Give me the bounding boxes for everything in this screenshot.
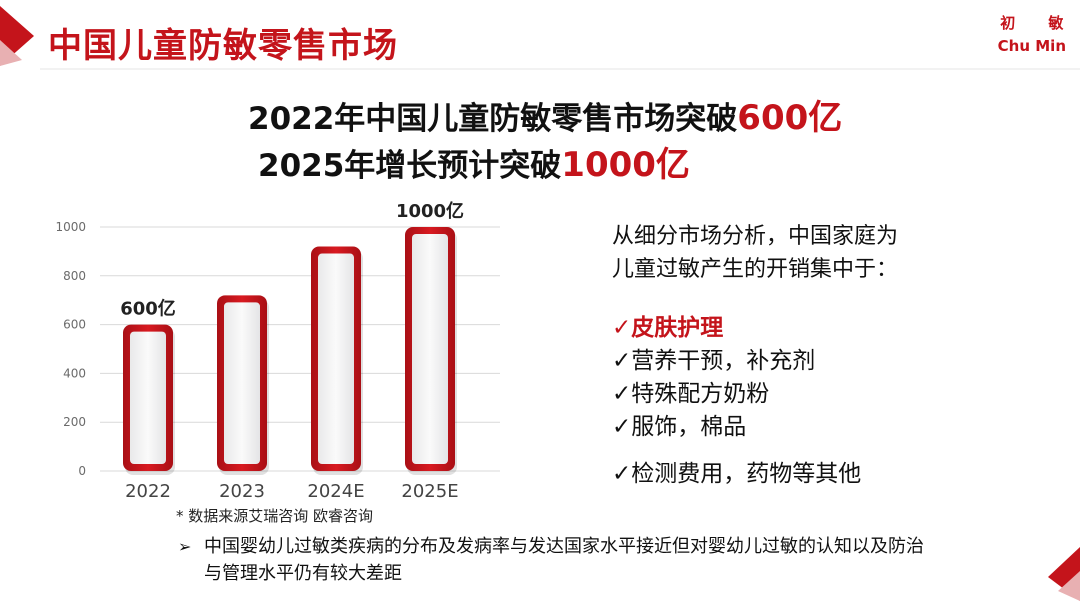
bar-inner <box>412 234 448 464</box>
page-title: 中国儿童防敏零售市场 <box>48 26 398 66</box>
headline-line-2-highlight: 1000亿 <box>561 145 690 185</box>
bar-inner <box>318 253 354 464</box>
list-item: ✓服饰，棉品 <box>612 411 861 444</box>
brand-name-en: Chu Min <box>997 37 1066 55</box>
headline-line-1-text: 2022年中国儿童防敏零售市场突破 <box>248 101 738 137</box>
list-item: ✓特殊配方奶粉 <box>612 378 861 411</box>
list-item-label: 皮肤护理 <box>631 315 724 341</box>
y-tick-label: 0 <box>78 464 86 478</box>
bar-inner <box>130 331 166 464</box>
bar-inner <box>224 302 260 464</box>
list-item-label: 服饰，棉品 <box>631 414 747 440</box>
x-tick-label: 2022 <box>125 481 171 502</box>
headline-line-2: 2025年增长预计突破1000亿 <box>258 137 1080 186</box>
headline-line-1: 2022年中国儿童防敏零售市场突破600亿 <box>248 90 1080 139</box>
corner-triangle-decoration-bottom <box>1048 547 1080 601</box>
y-tick-label: 400 <box>63 366 86 380</box>
arrow-bullet-icon: ➢ <box>178 537 192 556</box>
spending-category-list: ✓皮肤护理 ✓营养干预，补充剂 ✓特殊配方奶粉 ✓服饰，棉品 ✓检测费用，药物等… <box>612 312 861 491</box>
corner-triangle-decoration-top <box>0 6 34 66</box>
headline-line-2-text: 2025年增长预计突破 <box>258 148 562 184</box>
checkmark-icon: ✓ <box>612 315 632 341</box>
analysis-intro-line-2: 儿童过敏产生的开销集中于： <box>612 257 899 282</box>
checkmark-icon: ✓ <box>612 348 632 374</box>
analysis-intro-line-1: 从细分市场分析，中国家庭为 <box>612 224 899 249</box>
footnote-text: 中国婴幼儿过敏类疾病的分布及发病率与发达国家水平接近但对婴幼儿过敏的认知以及防治… <box>204 536 924 584</box>
x-tick-label: 2025E <box>401 481 458 502</box>
list-item-label: 营养干预，补充剂 <box>631 348 816 374</box>
y-tick-label: 1000 <box>55 220 86 234</box>
y-tick-label: 800 <box>63 269 86 283</box>
title-divider <box>40 68 1080 70</box>
checkmark-icon: ✓ <box>612 414 632 440</box>
list-item: ✓皮肤护理 <box>612 312 861 345</box>
headline-line-1-highlight: 600亿 <box>737 98 843 138</box>
market-bar-chart: 0 200 400 600 800 1000 2022 600亿 2023 2024E 2025E 1… <box>55 200 500 502</box>
list-item-label: 检测费用，药物等其他 <box>631 461 862 487</box>
list-item: ✓营养干预，补充剂 <box>612 345 861 378</box>
checkmark-icon: ✓ <box>612 461 632 487</box>
x-tick-label: 2023 <box>219 481 265 502</box>
y-tick-label: 200 <box>63 415 86 429</box>
analysis-intro: 从细分市场分析，中国家庭为 儿童过敏产生的开销集中于： <box>612 220 898 286</box>
data-label: 1000亿 <box>396 200 464 222</box>
y-tick-label: 600 <box>63 318 86 332</box>
checkmark-icon: ✓ <box>612 381 632 407</box>
list-item: ✓检测费用，药物等其他 <box>612 458 861 491</box>
brand-logo: 初 敏 Chu Min <box>998 12 1066 55</box>
x-tick-label: 2024E <box>307 481 364 502</box>
data-source-note: * 数据来源艾瑞咨询 欧睿咨询 <box>176 507 374 525</box>
footnote: ➢ 中国婴幼儿过敏类疾病的分布及发病率与发达国家水平接近但对婴幼儿过敏的认知以及… <box>178 533 924 587</box>
data-label: 600亿 <box>120 298 176 320</box>
list-item-label: 特殊配方奶粉 <box>631 381 770 407</box>
brand-name-cn: 初 敏 <box>1000 14 1078 32</box>
